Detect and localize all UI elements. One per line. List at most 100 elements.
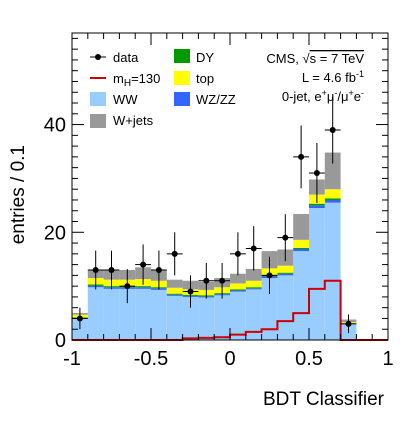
legend-label-signal: mH=130	[113, 71, 160, 89]
data-point-7	[182, 275, 199, 308]
bar-ww-11	[245, 289, 262, 340]
x-tick-label: 0.5	[295, 348, 323, 370]
data-marker-9	[219, 277, 226, 284]
bar-w-jets-14	[293, 213, 309, 240]
data-point-13	[277, 214, 294, 262]
x-tick-label: 1	[382, 348, 393, 370]
bar-wz-zz-4	[135, 287, 151, 289]
data-point-2	[103, 250, 120, 290]
bar-ww-3	[119, 288, 136, 340]
bar-dy-10	[230, 289, 246, 291]
bar-w-jets-10	[230, 273, 246, 284]
experiment-info: CMS, √s = 7 TeV L = 4.6 fb-1 0-jet, e+μ-…	[266, 51, 364, 104]
x-axis-label: BDT Classifier	[263, 389, 385, 410]
data-marker-10	[234, 250, 241, 257]
data-marker-11	[250, 245, 257, 252]
bar-wz-zz-14	[293, 248, 309, 252]
data-marker-13	[282, 234, 289, 241]
legend-entry-ww: WW	[90, 92, 138, 107]
legend-label-wjets: W+jets	[113, 113, 154, 128]
y-tick-label: 0	[55, 330, 66, 352]
bar-dy-11	[245, 287, 262, 289]
data-marker-15	[313, 170, 320, 177]
y-tick-label: 20	[44, 222, 66, 244]
data-marker-8	[203, 277, 210, 284]
data-point-11	[245, 226, 262, 271]
data-marker-6	[171, 250, 178, 257]
data-marker-16	[329, 126, 336, 133]
data-marker-14	[298, 153, 305, 160]
bar-ww-14	[293, 251, 309, 340]
bar-dy-4	[135, 286, 151, 288]
bar-wz-zz-10	[230, 290, 246, 292]
legend-label-dy: DY	[196, 50, 214, 65]
bar-wz-zz-16	[324, 199, 341, 203]
bar-ww-7	[182, 296, 199, 340]
bar-top-14	[293, 239, 309, 248]
data-point-12	[261, 256, 278, 295]
legend-entry-signal: mH=130	[90, 71, 160, 89]
bar-ww-13	[277, 275, 294, 340]
data-point-1	[87, 250, 104, 290]
data-marker-5	[155, 266, 162, 273]
luminosity-label: L = 4.6 fb-1	[302, 69, 364, 85]
legend-entry-wzzz: WZ/ZZ	[174, 92, 236, 107]
data-point-10	[230, 232, 246, 276]
bar-dy-16	[324, 198, 341, 200]
channel-label: 0-jet, e+μ-/μ+e-	[282, 88, 364, 104]
legend-label-top: top	[196, 71, 214, 86]
bar-w-jets-16	[324, 152, 341, 190]
legend-entry-dy: DY	[174, 49, 214, 65]
bar-dy-15	[309, 203, 325, 206]
bar-top-11	[245, 280, 262, 288]
bar-w-jets-6	[166, 279, 183, 288]
legend-entry-data: data	[90, 50, 139, 65]
data-point-8	[198, 262, 215, 299]
bar-top-16	[324, 189, 341, 199]
data-point-6	[166, 232, 183, 276]
bar-dy-13	[277, 272, 294, 274]
bar-w-jets-11	[245, 268, 262, 281]
x-tick-label: -0.5	[134, 348, 168, 370]
data-point-5	[151, 250, 167, 290]
bar-ww-15	[309, 208, 325, 340]
data-point-16	[324, 96, 341, 164]
background-stack	[72, 152, 357, 340]
bar-dy-14	[293, 247, 309, 249]
bar-top-13	[277, 265, 294, 273]
y-axis-label: entries / 0.1	[8, 145, 29, 244]
legend-entry-top: top	[174, 71, 214, 86]
data-point-9	[214, 262, 230, 299]
bar-dy-6	[166, 293, 183, 295]
legend-label-wzzz: WZ/ZZ	[196, 92, 236, 107]
bar-wz-zz-15	[309, 205, 325, 209]
y-tick-label: 40	[44, 115, 66, 137]
data-marker-7	[187, 288, 194, 295]
bar-ww-0	[72, 318, 88, 340]
data-point-3	[119, 269, 136, 304]
bar-wz-zz-11	[245, 288, 262, 290]
bar-ww-5	[151, 289, 167, 340]
bar-wz-zz-6	[166, 294, 183, 296]
legend: data mH=130 WW W+jets DY top WZ/ZZ	[90, 49, 236, 128]
x-tick-label: 0	[224, 348, 235, 370]
bar-ww-10	[230, 291, 246, 340]
legend-entry-wjets: W+jets	[90, 113, 154, 128]
bar-ww-4	[135, 288, 151, 340]
legend-label-data: data	[113, 50, 139, 65]
data-marker-3	[124, 283, 131, 290]
bar-ww-8	[198, 297, 215, 340]
data-marker-12	[266, 272, 273, 279]
x-tick-label: -1	[63, 348, 81, 370]
bar-ww-2	[103, 288, 120, 340]
data-points	[72, 96, 357, 334]
legend-label-ww: WW	[113, 92, 138, 107]
bar-wz-zz-13	[277, 273, 294, 276]
experiment-energy-label: CMS, √s = 7 TeV	[266, 51, 364, 66]
data-marker-0	[76, 315, 83, 322]
axis-ticks	[71, 33, 389, 341]
bar-ww-16	[324, 202, 341, 340]
data-point-15	[309, 143, 325, 204]
data-point-4	[135, 244, 151, 285]
